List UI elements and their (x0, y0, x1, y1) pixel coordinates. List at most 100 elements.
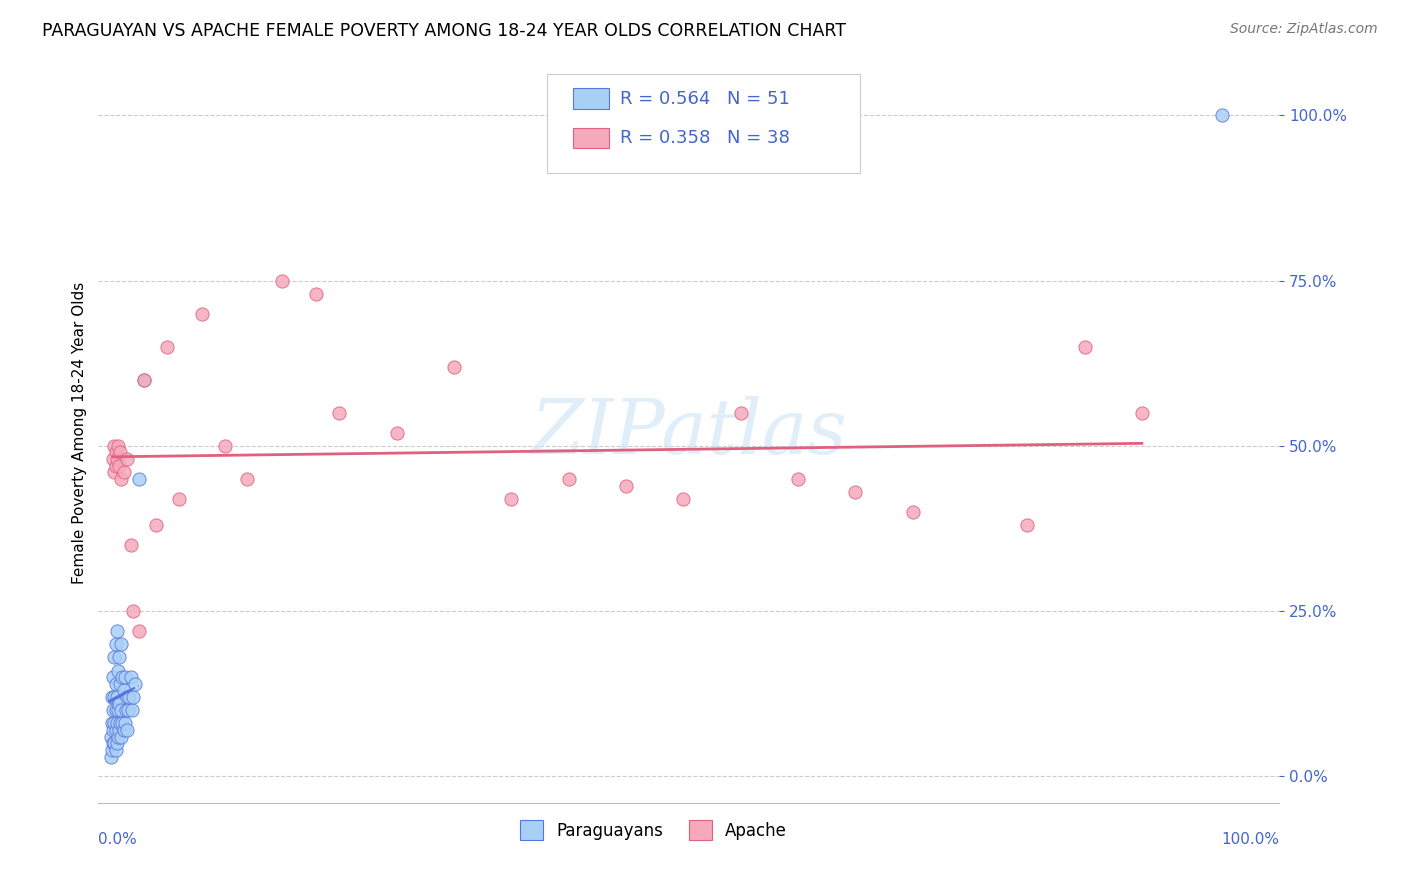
Text: R = 0.358: R = 0.358 (620, 129, 711, 147)
Legend: Paraguayans, Apache: Paraguayans, Apache (513, 814, 794, 847)
Point (104, 723, 127, 737)
Point (901, 505, 924, 519)
Point (108, 458, 131, 473)
Point (103, 690, 125, 704)
FancyBboxPatch shape (574, 128, 609, 148)
Point (128, 624, 150, 638)
Point (105, 452, 128, 467)
Point (120, 670, 142, 684)
Point (120, 538, 142, 552)
Point (103, 736, 125, 750)
Point (103, 452, 125, 467)
Y-axis label: Female Poverty Among 18-24 Year Olds: Female Poverty Among 18-24 Year Olds (72, 282, 87, 583)
Point (115, 703, 138, 717)
Point (110, 703, 132, 717)
Point (105, 716, 128, 731)
Point (114, 716, 136, 731)
Text: N = 38: N = 38 (727, 129, 790, 147)
Point (121, 703, 143, 717)
Point (103, 736, 125, 750)
Text: 100.0%: 100.0% (1222, 832, 1279, 847)
Point (103, 723, 125, 737)
Point (103, 703, 125, 717)
Text: 0.0%: 0.0% (98, 832, 138, 847)
Point (501, 491, 523, 506)
Point (112, 723, 135, 737)
Point (105, 690, 128, 704)
Point (107, 439, 129, 453)
Point (236, 472, 259, 486)
Point (115, 452, 138, 467)
Point (145, 518, 167, 533)
Point (108, 716, 131, 731)
Point (105, 736, 128, 750)
Point (110, 472, 132, 486)
Text: Source: ZipAtlas.com: Source: ZipAtlas.com (1230, 22, 1378, 37)
Point (844, 485, 866, 500)
Point (110, 730, 132, 744)
Point (103, 716, 125, 731)
Point (121, 690, 143, 704)
Point (103, 670, 125, 684)
Point (305, 286, 328, 301)
Point (108, 445, 131, 459)
Point (614, 478, 637, 492)
Point (104, 445, 127, 459)
Point (115, 723, 138, 737)
Point (108, 650, 131, 665)
Point (104, 458, 127, 473)
Point (1017, 518, 1039, 533)
Point (104, 677, 127, 691)
Point (111, 670, 134, 684)
Point (111, 716, 134, 731)
Point (110, 637, 132, 651)
Point (557, 472, 579, 486)
Point (103, 439, 125, 453)
Point (108, 697, 131, 711)
Point (443, 359, 465, 374)
Text: PARAGUAYAN VS APACHE FEMALE POVERTY AMONG 18-24 YEAR OLDS CORRELATION CHART: PARAGUAYAN VS APACHE FEMALE POVERTY AMON… (42, 22, 846, 40)
Point (1130, 406, 1153, 420)
Point (134, 373, 156, 387)
Point (107, 730, 129, 744)
Point (156, 340, 179, 354)
Point (214, 439, 236, 453)
Point (117, 703, 139, 717)
Point (104, 703, 127, 717)
Point (100, 730, 122, 744)
Point (101, 690, 124, 704)
Point (672, 491, 695, 506)
Point (105, 624, 128, 638)
Point (112, 465, 135, 479)
Point (108, 677, 131, 691)
Point (121, 604, 143, 618)
Point (103, 650, 125, 665)
Point (128, 472, 150, 486)
Point (104, 743, 127, 757)
Point (100, 749, 122, 764)
Point (1211, 108, 1233, 122)
Point (1073, 340, 1095, 354)
Point (114, 670, 136, 684)
Point (730, 406, 752, 420)
Point (118, 690, 141, 704)
Point (190, 307, 212, 321)
Text: N = 51: N = 51 (727, 90, 790, 108)
Point (115, 690, 138, 704)
Point (124, 677, 146, 691)
FancyBboxPatch shape (547, 73, 860, 173)
Point (103, 465, 125, 479)
Point (385, 425, 408, 440)
Text: ZIPatlas: ZIPatlas (530, 396, 848, 469)
Point (167, 491, 190, 506)
Point (134, 373, 156, 387)
Point (101, 716, 124, 731)
Point (107, 703, 129, 717)
Point (101, 743, 124, 757)
Point (107, 664, 129, 678)
Point (112, 683, 135, 698)
Point (104, 637, 127, 651)
Point (786, 472, 808, 486)
FancyBboxPatch shape (574, 88, 609, 109)
Point (270, 274, 292, 288)
